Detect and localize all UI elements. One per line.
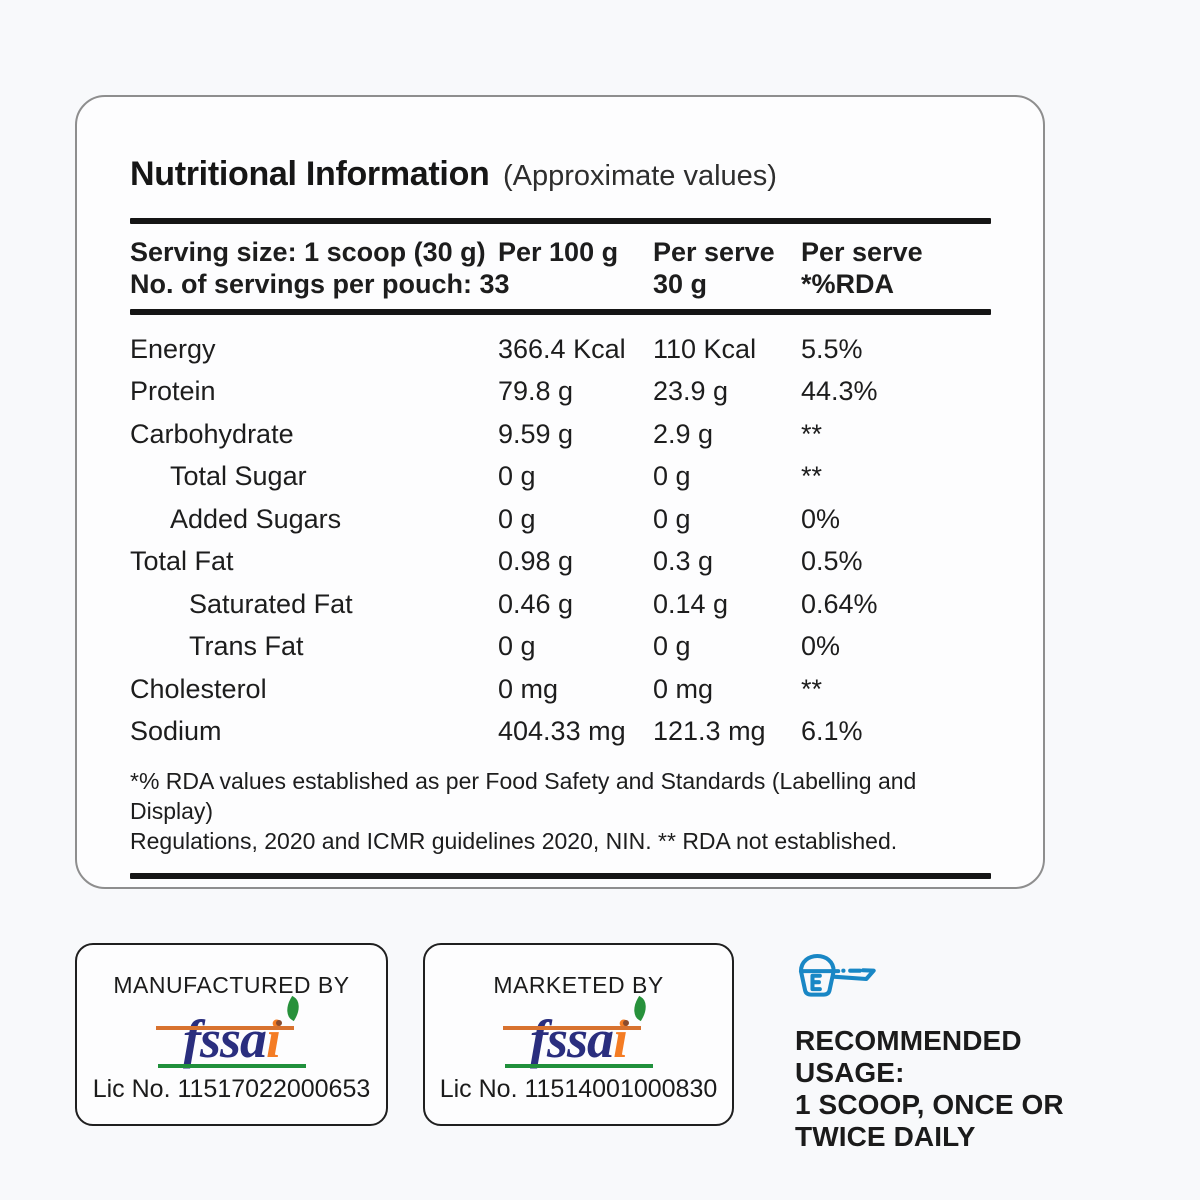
leaf-icon	[628, 995, 651, 1022]
fssai-word-orange: i	[266, 1009, 281, 1069]
manufactured-by-box: MANUFACTURED BY fssai Lic No. 1151702200…	[75, 943, 388, 1126]
fssai-word-blue: fssa	[529, 1009, 614, 1069]
col-header-rda: Per serve *%RDA	[801, 236, 991, 300]
serving-info: Serving size: 1 scoop (30 g) No. of serv…	[130, 236, 510, 300]
row-per100-value: 404.33 mg	[498, 716, 626, 747]
row-perserve-value: 0 g	[653, 631, 691, 662]
rda-footnote-line2: Regulations, 2020 and ICMR guidelines 20…	[130, 828, 898, 854]
row-label: Cholesterol	[130, 673, 267, 704]
row-per100-value: 79.8 g	[498, 376, 574, 407]
table-row-trans-fat: Trans Fat 0 g 0 g 0%	[130, 626, 991, 669]
row-per100-value: 0 mg	[498, 673, 559, 704]
divider-title	[130, 218, 991, 224]
fssai-orange-bar	[502, 1026, 641, 1030]
row-label: Added Sugars	[170, 503, 342, 534]
fssai-word-orange: i	[613, 1009, 628, 1069]
table-row-energy: Energy 366.4 Kcal 110 Kcal 5.5%	[130, 328, 991, 371]
leaf-icon	[281, 995, 304, 1022]
row-perserve-value: 110 Kcal	[653, 333, 757, 364]
table-row-total-sugar: Total Sugar 0 g 0 g **	[130, 456, 991, 499]
rda-footnote: *% RDA values established as per Food Sa…	[130, 766, 991, 856]
usage-line1: RECOMMENDED USAGE:	[795, 1025, 1022, 1088]
marketed-by-box: MARKETED BY fssai Lic No. 11514001000830	[423, 943, 734, 1126]
divider-bottom	[130, 873, 991, 879]
table-header-row: Serving size: 1 scoop (30 g) No. of serv…	[130, 236, 991, 300]
fssai-green-underline	[504, 1064, 653, 1068]
row-per100-value: 366.4 Kcal	[498, 333, 626, 364]
row-per100-value: 0 g	[498, 631, 536, 662]
rda-footnote-line1: *% RDA values established as per Food Sa…	[130, 768, 917, 824]
row-rda-value: 0.64%	[801, 588, 878, 619]
col-header-per-serve: Per serve 30 g	[653, 236, 801, 300]
col-header-rda-line2: *%RDA	[801, 269, 895, 299]
nutrition-table-body: Energy 366.4 Kcal 110 Kcal 5.5% Protein …	[130, 328, 991, 753]
row-per100-value: 0 g	[498, 503, 536, 534]
fssai-logo: fssai	[501, 995, 657, 1071]
row-rda-value: 0%	[801, 503, 841, 534]
row-rda-value: 0%	[801, 631, 841, 662]
card-title-row: Nutritional Information (Approximate val…	[130, 153, 991, 202]
row-perserve-value: 0.3 g	[653, 546, 714, 577]
fssai-logo: fssai	[154, 995, 310, 1071]
row-label: Protein	[130, 376, 216, 407]
row-label: Saturated Fat	[189, 588, 353, 619]
col-header-per-serve-line2: 30 g	[653, 269, 708, 299]
recommended-usage-section: RECOMMENDED USAGE: 1 SCOOP, ONCE OR TWIC…	[795, 945, 1135, 1153]
table-row-saturated-fat: Saturated Fat 0.46 g 0.14 g 0.64%	[130, 583, 991, 626]
row-rda-value: **	[801, 461, 823, 492]
table-row-protein: Protein 79.8 g 23.9 g 44.3%	[130, 371, 991, 414]
row-rda-value: 0.5%	[801, 546, 863, 577]
col-header-rda-line1: Per serve	[801, 237, 923, 267]
recommended-usage-text: RECOMMENDED USAGE: 1 SCOOP, ONCE OR TWIC…	[795, 1025, 1135, 1153]
fssai-word-blue: fssa	[182, 1009, 267, 1069]
row-label: Energy	[130, 333, 216, 364]
row-per100-value: 0 g	[498, 461, 536, 492]
page-title: Nutritional Information	[130, 155, 490, 193]
col-header-per-serve-line1: Per serve	[653, 237, 775, 267]
row-perserve-value: 2.9 g	[653, 418, 714, 449]
row-rda-value: **	[801, 673, 823, 704]
fssai-green-underline	[157, 1064, 306, 1068]
usage-line3: TWICE DAILY	[795, 1121, 976, 1152]
marketed-license-number: Lic No. 11514001000830	[439, 1075, 718, 1103]
usage-line2: 1 SCOOP, ONCE OR	[795, 1089, 1064, 1120]
table-row-sodium: Sodium 404.33 mg 121.3 mg 6.1%	[130, 711, 991, 754]
table-row-carbohydrate: Carbohydrate 9.59 g 2.9 g **	[130, 413, 991, 456]
row-rda-value: 6.1%	[801, 716, 863, 747]
manufactured-by-title: MANUFACTURED BY	[113, 972, 350, 998]
fssai-orange-bar	[155, 1026, 294, 1030]
row-perserve-value: 0 g	[653, 461, 691, 492]
leaf-dot	[622, 1020, 629, 1026]
row-label: Trans Fat	[189, 631, 304, 662]
row-per100-value: 0.98 g	[498, 546, 574, 577]
row-label: Sodium	[130, 716, 222, 747]
scoop-icon	[798, 954, 876, 997]
row-label: Total Sugar	[170, 461, 307, 492]
manufactured-license-number: Lic No. 11517022000653	[92, 1075, 371, 1103]
nutrition-card: Nutritional Information (Approximate val…	[75, 95, 1045, 889]
divider-header	[130, 309, 991, 315]
row-perserve-value: 23.9 g	[653, 376, 729, 407]
row-per100-value: 9.59 g	[498, 418, 574, 449]
col-header-per-100g: Per 100 g	[498, 237, 619, 267]
table-row-total-fat: Total Fat 0.98 g 0.3 g 0.5%	[130, 541, 991, 584]
row-rda-value: 5.5%	[801, 333, 863, 364]
servings-per-pouch-label: No. of servings per pouch: 33	[130, 269, 510, 299]
page-subtitle: (Approximate values)	[502, 160, 777, 192]
serving-size-label: Serving size: 1 scoop (30 g)	[130, 237, 486, 267]
row-perserve-value: 0 g	[653, 503, 691, 534]
row-per100-value: 0.46 g	[498, 588, 574, 619]
row-perserve-value: 0.14 g	[653, 588, 729, 619]
row-perserve-value: 0 mg	[653, 673, 714, 704]
marketed-by-title: MARKETED BY	[493, 972, 664, 998]
leaf-dot	[275, 1020, 282, 1026]
row-perserve-value: 121.3 mg	[653, 716, 766, 747]
table-row-added-sugars: Added Sugars 0 g 0 g 0%	[130, 498, 991, 541]
row-label: Carbohydrate	[130, 418, 294, 449]
row-label: Total Fat	[130, 546, 234, 577]
table-row-cholesterol: Cholesterol 0 mg 0 mg **	[130, 668, 991, 711]
row-rda-value: 44.3%	[801, 376, 878, 407]
row-rda-value: **	[801, 418, 823, 449]
